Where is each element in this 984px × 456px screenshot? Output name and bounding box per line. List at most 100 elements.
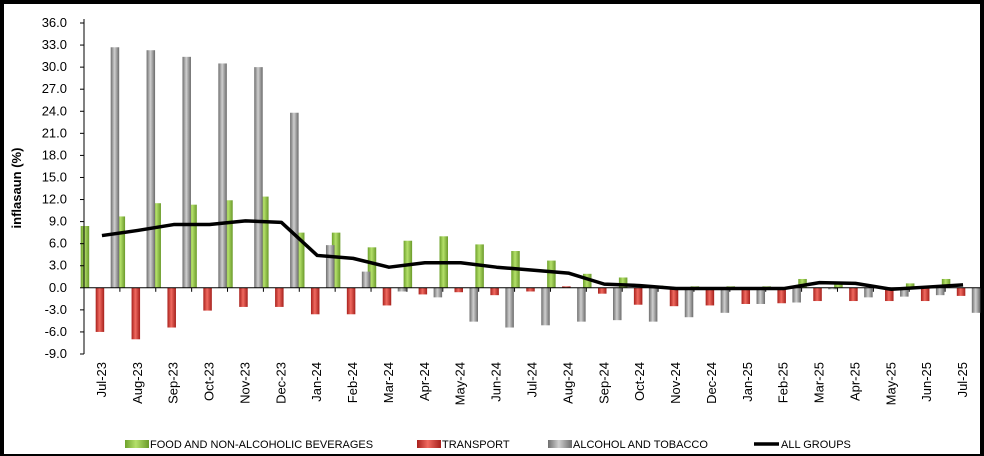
x-tick-label: Oct-23 [202,362,217,401]
all-groups-series-line [101,219,964,292]
alcohol-tobacco-bar [648,287,658,322]
alcohol-tobacco-bar [792,287,801,303]
x-tick-label: Feb-24 [345,362,360,403]
legend-food-label: FOOD AND NON-ALCOHOLIC BEVERAGES [150,439,373,451]
food-bar [260,196,269,288]
food-bar [367,247,377,288]
x-tick-label: Dec-23 [273,362,288,404]
alcohol-tobacco-bar [325,245,335,288]
transport-bar [633,287,643,305]
legend-food-swatch [125,440,149,448]
food-bar [152,203,161,288]
x-tick-label: Jul-25 [955,362,970,397]
transport-bar [813,287,822,302]
x-tick-label: Apr-25 [847,362,862,401]
y-tick-label: 30.0 [42,59,67,74]
transport-bar [203,287,212,311]
x-tick-label: Nov-23 [237,362,252,404]
bars [80,47,981,340]
y-tick-labels: 36.0 33.0 30.0 27.0 24.0 21.0 18.0 15.0 12.0 9.0 6… [42,15,67,361]
transport-bar [382,287,392,306]
legend-alcohol-tobacco-swatch [548,440,572,448]
food-bar [116,216,126,288]
y-tick-label: 3.0 [49,258,67,273]
y-tick-label: 27.0 [42,81,67,96]
transport-bar [777,287,786,304]
transport-bar [562,286,571,288]
alcohol-tobacco-bar [971,287,981,313]
x-tick-label: Aug-23 [130,362,145,404]
transport-bar [885,287,894,302]
all-groups-line [101,219,964,292]
y-tick-label: 18.0 [42,147,67,162]
food-bar [905,283,915,288]
transport-bar [131,287,141,340]
y-tick-label: 15.0 [42,169,67,184]
x-tick-label: Nov-24 [668,362,683,404]
transport-bar [346,287,356,315]
transport-bar [418,287,428,295]
alcohol-tobacco-bar [935,287,945,296]
transport-bar [741,287,751,304]
axes [80,19,982,355]
y-tick-label: 36.0 [42,15,67,30]
alcohol-tobacco-bar [433,287,443,298]
alcohol-tobacco-bar [182,56,191,288]
x-tick-label: Jan-25 [740,362,755,402]
food-bar [798,278,807,288]
food-bar [547,260,556,288]
transport-bar [310,287,320,315]
y-tick-label: 24.0 [42,103,67,118]
y-tick-label: 12.0 [42,192,67,207]
food-bar [618,277,628,288]
alcohol-tobacco-bar [541,287,550,326]
x-tick-label: Jul-23 [94,362,109,397]
transport-bar [705,287,715,306]
food-bar [188,204,197,288]
food-bar [331,232,341,288]
x-tick-label: Dec-24 [704,362,719,404]
transport-bar [849,287,858,302]
y-tick-label: 9.0 [49,214,67,229]
y-tick-label: 21.0 [42,125,67,140]
food-bar [80,226,90,288]
alcohol-tobacco-bar [505,287,514,328]
x-tick-labels: Jul-23 Aug-23 Sep-23 Oct-23 Nov-23 Dec-23 Jan-… [94,362,970,405]
transport-bar [275,287,284,307]
legend-alcohol-tobacco-label: ALCOHOL AND TOBACCO [573,439,708,451]
transport-bar [454,287,463,293]
transport-bar [526,287,535,292]
alcohol-tobacco-bar [864,287,873,298]
x-tick-label: Oct-24 [632,362,647,401]
alcohol-tobacco-bar [900,287,909,297]
x-tick-label: May-25 [883,362,898,405]
alcohol-tobacco-bar [684,287,694,318]
transport-bar [490,287,499,296]
y-axis-label: inflasaun (%) [9,148,24,229]
legend-all-groups-label: ALL GROUPS [781,439,851,451]
transport-bar [669,287,679,307]
food-bar [941,278,951,288]
alcohol-tobacco-bar [397,287,407,292]
x-tick-label: Jul-24 [525,362,540,397]
food-bar [834,281,843,288]
alcohol-tobacco-bar [290,112,299,288]
alcohol-tobacco-bar [146,50,156,288]
x-tick-label: Sep-23 [166,362,181,404]
x-tick-label: Apr-24 [417,362,432,401]
legend-transport-swatch [417,440,441,448]
transport-bar [95,287,105,332]
legend: FOOD AND NON-ALCOHOLIC BEVERAGES TRANSPOR… [125,439,851,451]
x-tick-label: Jun-25 [919,362,934,402]
y-tick-label: -9.0 [45,346,67,361]
x-tick-label: Sep-24 [596,362,611,404]
x-tick-label: Aug-24 [560,362,575,404]
alcohol-tobacco-bar [828,287,837,290]
y-tick-label: 0.0 [49,280,67,295]
y-tick-label: 6.0 [49,236,67,251]
x-tick-label: Mar-24 [381,362,396,403]
alcohol-tobacco-bar [254,67,263,288]
y-tick-label: 33.0 [42,37,67,52]
